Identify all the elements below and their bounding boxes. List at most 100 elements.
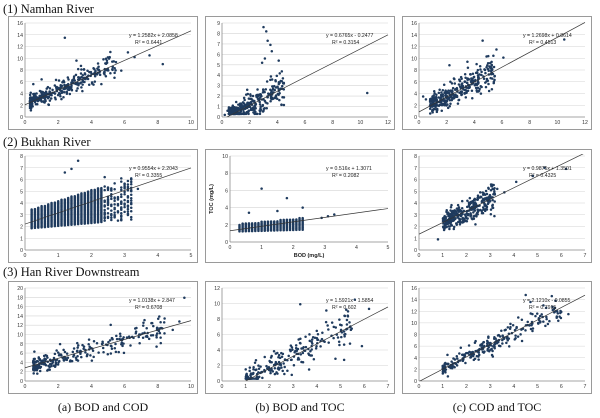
data-point	[137, 335, 140, 339]
data-point	[433, 104, 436, 108]
data-point	[291, 218, 295, 221]
data-point	[76, 78, 80, 81]
data-point	[471, 350, 475, 354]
data-point	[129, 182, 133, 186]
data-point	[450, 203, 453, 207]
y-tick-label: 4	[414, 356, 417, 362]
data-point	[321, 331, 324, 334]
data-point	[262, 25, 265, 29]
data-point	[509, 322, 512, 326]
data-point	[155, 332, 159, 335]
y-tick-label: 5	[414, 189, 417, 195]
data-point	[253, 361, 257, 365]
data-point	[53, 96, 57, 99]
data-point	[473, 197, 476, 201]
data-point	[490, 88, 494, 91]
scatter-points	[244, 298, 389, 381]
caption-cod-toc: (c) COD and TOC	[452, 400, 542, 414]
x-tick-label: 12	[385, 120, 391, 126]
data-point	[450, 360, 453, 363]
data-point	[129, 180, 133, 184]
data-point	[458, 85, 462, 88]
y-tick-label: 0	[414, 115, 417, 121]
data-point	[32, 82, 35, 86]
data-point	[450, 366, 454, 370]
data-point	[472, 211, 475, 214]
regression-equation: y = 1.5921x - 1.5854	[326, 298, 374, 304]
data-point	[114, 350, 118, 354]
data-point	[251, 372, 255, 376]
x-tick-label: 0	[221, 120, 224, 126]
data-point	[281, 369, 284, 373]
data-point	[280, 103, 283, 107]
r-squared: R² = 0.7915	[529, 305, 556, 311]
trend-line	[25, 167, 192, 225]
data-point	[469, 201, 473, 205]
data-point	[158, 331, 162, 335]
data-point	[492, 80, 496, 83]
data-point	[84, 351, 87, 354]
trend-line	[25, 320, 192, 369]
trend-line	[419, 154, 584, 235]
data-point	[109, 323, 112, 327]
data-point	[74, 356, 78, 359]
data-point	[257, 375, 261, 379]
data-point	[109, 50, 112, 54]
data-point	[469, 215, 472, 218]
y-tick-label: 4	[20, 360, 23, 366]
data-point	[489, 212, 493, 216]
data-point	[57, 79, 61, 82]
data-point	[103, 215, 106, 219]
data-point	[482, 340, 486, 344]
row-title-bukhan: (2) Bukhan River	[3, 135, 91, 149]
data-point	[504, 328, 507, 332]
data-point	[266, 220, 270, 223]
data-point	[60, 198, 63, 201]
data-point	[45, 87, 49, 90]
data-point	[43, 362, 46, 365]
data-point	[452, 77, 456, 80]
data-point	[366, 91, 369, 95]
data-point	[81, 343, 84, 347]
data-point	[453, 82, 457, 85]
y-tick-label: 4	[217, 348, 220, 354]
data-point	[486, 64, 489, 67]
x-tick-label: 6	[123, 384, 126, 390]
data-point	[280, 351, 283, 355]
y-tick-label: 6	[225, 188, 228, 194]
data-point	[489, 208, 493, 211]
r-squared: R² = 0.602	[332, 305, 356, 311]
chart-svg: 0 2 4 6 8 10 12 14 16 18 20 0 2 4 6 8 10 y = 1.0138x + 2.…	[17, 286, 194, 390]
data-point	[125, 336, 129, 339]
data-point	[92, 355, 95, 359]
data-point	[269, 371, 272, 375]
y-tick-label: 4	[225, 206, 228, 212]
data-point	[120, 177, 123, 180]
data-point	[87, 342, 90, 346]
data-point	[244, 222, 248, 225]
data-point	[120, 214, 123, 217]
data-point	[39, 95, 42, 98]
data-point	[454, 88, 457, 91]
panel-namhan-bod-cod: 0 2 4 6 8 10 12 14 16 0 2 4 6 8 10 y = 1.2582x + 2.0858…	[8, 16, 198, 130]
x-tick-label: 12	[582, 120, 588, 126]
data-point	[487, 335, 490, 338]
data-point	[465, 220, 469, 223]
data-point	[489, 195, 493, 199]
data-point	[270, 361, 273, 364]
data-point	[519, 333, 522, 336]
data-point	[343, 335, 346, 338]
data-point	[248, 97, 252, 101]
panel-bukhan-bod-cod: 0 1 2 3 4 5 6 7 8 0 1 2 3 4 5 y = 0.9554x + 2.2043 R² = …	[8, 149, 198, 263]
data-point	[556, 312, 560, 315]
data-point	[345, 323, 349, 326]
data-point	[120, 180, 123, 183]
data-point	[81, 74, 85, 77]
data-point	[53, 352, 57, 356]
y-tick-label: 8	[20, 154, 23, 160]
x-tick-label: 3	[123, 253, 126, 259]
data-point	[466, 212, 470, 216]
data-point	[481, 39, 484, 42]
